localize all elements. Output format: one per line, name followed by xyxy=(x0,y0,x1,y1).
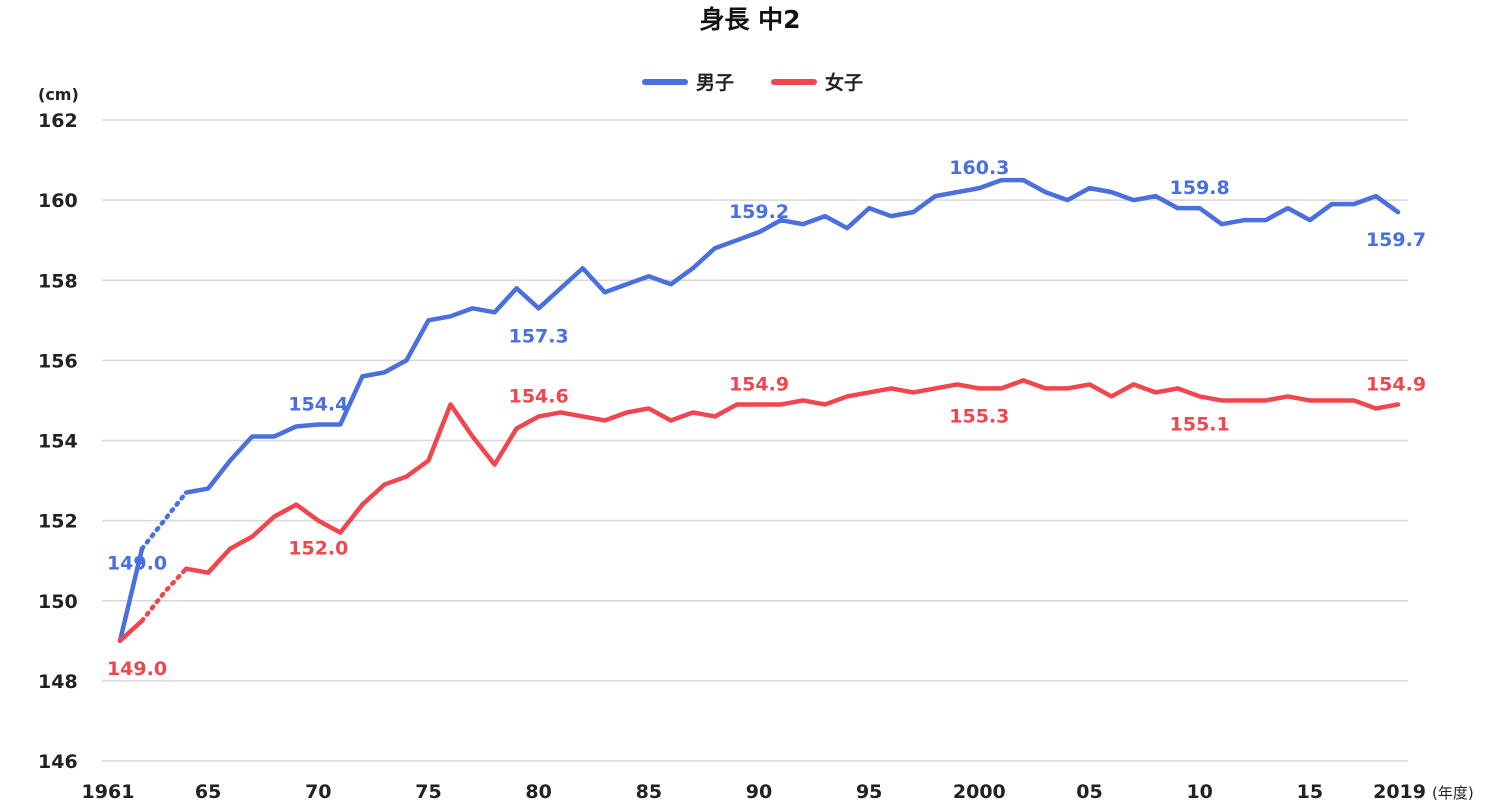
series-lines xyxy=(117,177,1401,644)
x-tick-label: 95 xyxy=(856,781,882,803)
y-tick-label: 160 xyxy=(38,190,78,212)
data-label: 155.1 xyxy=(1170,413,1230,435)
data-label: 154.9 xyxy=(729,373,789,395)
x-tick-label: 75 xyxy=(415,781,441,803)
y-axis-unit: (cm) xyxy=(38,85,79,104)
data-label: 154.4 xyxy=(288,393,348,415)
y-tick-label: 148 xyxy=(38,671,78,693)
chart-title: 身長 中2 xyxy=(699,5,800,34)
x-tick-label: 70 xyxy=(305,781,331,803)
data-label: 152.0 xyxy=(288,538,348,560)
y-tick-label: 162 xyxy=(38,110,78,132)
y-tick-label: 158 xyxy=(38,270,78,292)
y-tick-label: 156 xyxy=(38,350,78,372)
data-label: 159.2 xyxy=(729,201,789,223)
x-tick-label: 2019 xyxy=(1373,781,1426,803)
series-line-0 xyxy=(183,177,1401,495)
x-tick-label: 80 xyxy=(525,781,551,803)
legend-label-girls: 女子 xyxy=(825,71,863,94)
y-tick-label: 154 xyxy=(38,431,78,453)
series-line-start-1 xyxy=(117,618,145,644)
data-label: 149.0 xyxy=(107,658,167,680)
series-line-dotted-1 xyxy=(139,566,189,624)
legend-label-boys: 男子 xyxy=(696,72,734,94)
y-tick-label: 150 xyxy=(38,591,78,613)
data-label: 149.0 xyxy=(107,553,167,575)
data-label: 160.3 xyxy=(949,157,1009,179)
x-axis-ticks: 1961 65 70 75 80 85 90 95 2000 05 10 15 2019 xyxy=(82,781,1426,803)
data-label: 155.3 xyxy=(949,405,1009,427)
x-axis-unit: (年度) xyxy=(1432,784,1474,802)
series-line-start-0 xyxy=(117,546,145,644)
x-tick-label: 2000 xyxy=(953,781,1006,803)
series-line-dotted-0 xyxy=(139,490,189,551)
data-label: 154.6 xyxy=(509,385,569,407)
series-line-1 xyxy=(183,378,1401,575)
x-tick-label: 05 xyxy=(1076,781,1102,803)
data-label: 157.3 xyxy=(509,325,569,347)
y-tick-label: 146 xyxy=(38,751,78,773)
y-tick-label: 152 xyxy=(38,511,78,533)
data-label: 159.8 xyxy=(1170,177,1230,199)
x-tick-label: 85 xyxy=(636,781,662,803)
x-tick-label: 10 xyxy=(1186,781,1212,803)
y-axis-ticks: 146 148 150 152 154 156 158 160 162 xyxy=(38,110,78,773)
data-labels: 149.0 154.4 157.3 159.2 160.3 159.8 159.7 149.0… xyxy=(107,157,1426,680)
data-label: 154.9 xyxy=(1366,373,1426,395)
legend: 男子 女子 xyxy=(642,71,863,94)
data-label: 159.7 xyxy=(1366,229,1426,251)
x-tick-label: 65 xyxy=(195,781,221,803)
x-tick-label: 15 xyxy=(1297,781,1323,803)
x-tick-label: 1961 xyxy=(82,781,135,803)
x-tick-label: 90 xyxy=(746,781,772,803)
